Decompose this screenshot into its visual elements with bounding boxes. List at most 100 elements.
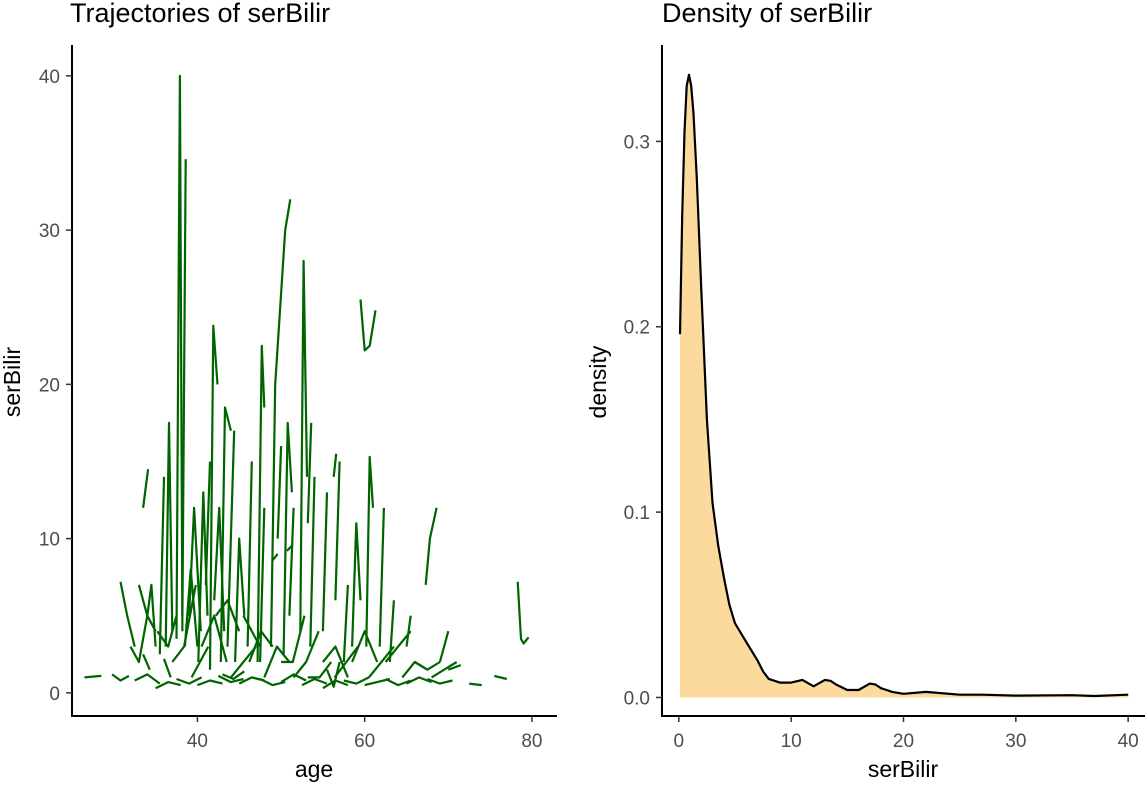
trajectory-s15	[365, 455, 375, 647]
left-y-tick-label: 30	[39, 221, 60, 242]
trajectory-s86	[242, 615, 262, 648]
trajectory-s39	[424, 507, 438, 585]
trajectory-s83	[222, 670, 245, 681]
left-y-axis-label: serBilir	[0, 347, 25, 418]
trajectory-s20	[146, 583, 157, 647]
right-y-tick-label: 0.0	[624, 688, 650, 709]
trajectory-s9	[269, 230, 287, 647]
left-x-tick-label: 60	[354, 731, 375, 752]
trajectory-s24	[204, 461, 212, 585]
trajectory-s65	[155, 680, 181, 690]
trajectory-s68	[217, 674, 244, 684]
trajectory-s38	[405, 615, 412, 647]
trajectory-s14	[359, 299, 377, 352]
trajectory-s5	[208, 324, 219, 670]
trajectory-s81	[494, 674, 508, 681]
trajectory-s47	[214, 599, 241, 632]
right-y-ticks: 0.0 0.1 0.2 0.3	[624, 132, 662, 709]
trajectory-s19	[129, 615, 149, 664]
trajectory-s6	[219, 406, 232, 663]
right-y-axis-label: density	[585, 345, 611, 418]
right-x-axis-label: serBilir	[868, 756, 939, 782]
trajectories-title: Trajectories of serBilir	[70, 0, 330, 28]
left-x-tick-label: 40	[187, 731, 208, 752]
trajectory-s41	[516, 581, 530, 645]
trajectory-s18	[119, 581, 136, 647]
trajectory-s28	[259, 507, 266, 663]
trajectory-s34	[342, 584, 349, 663]
trajectory-s82	[325, 661, 341, 688]
trajectory-s74	[343, 676, 370, 685]
right-x-tick-label: 20	[893, 731, 914, 752]
left-y-tick-label: 20	[39, 375, 60, 396]
density-title: Density of serBilir	[662, 0, 872, 28]
trajectory-s67	[197, 679, 223, 687]
trajectory-s48	[230, 645, 257, 679]
trajectory-s84	[142, 653, 151, 671]
trajectory-s55	[333, 645, 359, 679]
trajectory-s1	[175, 74, 184, 639]
trajectory-s30	[288, 507, 295, 616]
trajectory-s25	[213, 506, 226, 632]
trajectory-s51	[281, 615, 306, 664]
trajectory-s12	[299, 259, 309, 632]
trajectory-s76	[385, 678, 412, 687]
left-x-tick-label: 80	[521, 731, 542, 752]
trajectory-s11	[282, 421, 293, 655]
left-y-tick-label: 10	[39, 530, 60, 551]
trajectory-s58	[384, 630, 412, 663]
trajectory-s71	[280, 673, 307, 684]
trajectory-lines	[84, 74, 530, 690]
right-x-ticks: 0 10 20 30 40	[674, 716, 1139, 752]
trajectory-s31	[309, 476, 316, 647]
left-x-ticks: 40 60 80	[187, 716, 542, 752]
trajectory-s72	[301, 677, 328, 687]
trajectory-s3	[164, 421, 174, 647]
trajectory-s79	[447, 664, 462, 671]
left-y-tick-label: 0	[49, 684, 60, 705]
right-y-tick-label: 0.3	[624, 132, 650, 153]
trajectory-s36	[378, 507, 385, 647]
right-x-tick-label: 10	[781, 731, 802, 752]
trajectory-s87	[271, 553, 279, 561]
trajectory-s64	[134, 673, 161, 685]
trajectory-s57	[368, 645, 395, 679]
trajectory-s88	[286, 544, 294, 552]
right-x-tick-label: 40	[1118, 731, 1139, 752]
trajectory-s22	[188, 506, 202, 632]
trajectory-s77	[406, 676, 432, 685]
right-x-tick-label: 0	[674, 731, 685, 752]
right-y-tick-label: 0.2	[624, 318, 650, 339]
trajectory-s49	[248, 630, 274, 663]
trajectory-s32	[321, 492, 329, 632]
trajectory-s29	[276, 446, 283, 539]
trajectory-s85	[162, 658, 172, 678]
density-panel: Density of serBilir 0.0 0.1 0.2 0.3 0 10 20 30…	[585, 0, 1145, 782]
trajectory-s10	[284, 199, 292, 231]
density-area	[680, 74, 1129, 698]
trajectory-s62	[84, 674, 102, 679]
trajectory-s4	[158, 476, 166, 655]
trajectory-s42	[137, 584, 157, 632]
trajectory-s53	[307, 661, 333, 679]
trajectory-s16	[332, 453, 338, 478]
trajectory-s45	[190, 646, 210, 678]
density-line	[678, 73, 1129, 698]
trajectory-s13	[306, 422, 313, 524]
trajectory-s43	[156, 615, 178, 648]
trajectory-s35	[351, 522, 362, 647]
trajectory-s66	[176, 676, 203, 685]
trajectory-s59	[401, 660, 428, 679]
right-x-tick-label: 30	[1005, 731, 1026, 752]
left-y-ticks: 0 10 20 30 40	[39, 67, 72, 705]
trajectory-s40	[438, 630, 450, 663]
right-y-tick-label: 0.1	[624, 503, 650, 524]
trajectory-s26	[234, 537, 246, 663]
trajectory-s52	[292, 630, 320, 679]
trajectory-s63	[111, 673, 130, 682]
trajectory-s27	[246, 461, 253, 647]
trajectory-s50	[263, 645, 291, 678]
trajectory-s61	[431, 661, 458, 679]
trajectory-s78	[427, 677, 453, 685]
